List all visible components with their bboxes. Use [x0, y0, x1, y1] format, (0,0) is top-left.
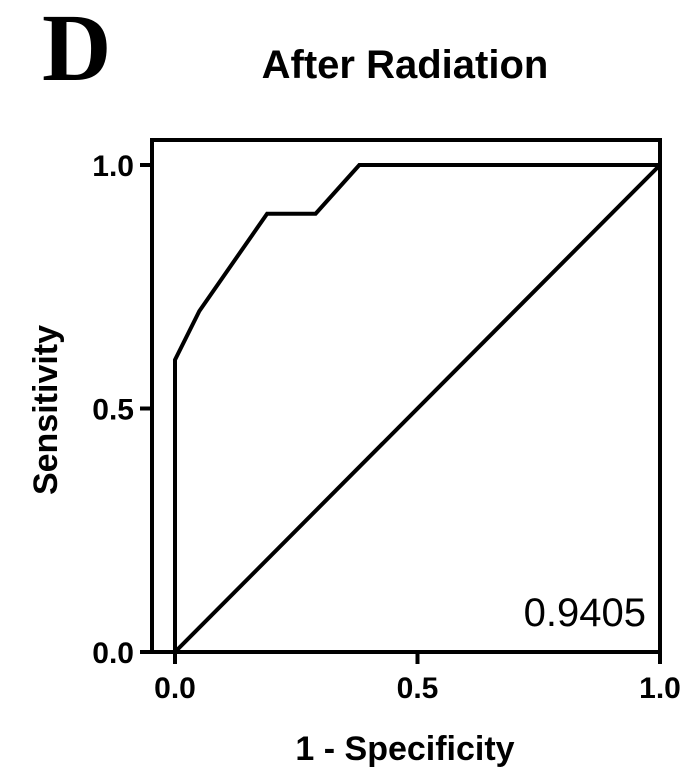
x-tick-label: 1.0	[639, 672, 681, 705]
axis-ticks: 0.0 0.5 1.0 0.0 0.5 1.0	[92, 150, 681, 705]
y-tick-label: 1.0	[92, 150, 134, 183]
y-tick-label: 0.0	[92, 637, 134, 670]
roc-curve	[173, 163, 660, 652]
auc-annotation: 0.9405	[524, 591, 646, 635]
panel-label: D	[42, 0, 111, 101]
plot-frame	[150, 138, 662, 654]
reference-diagonal	[173, 163, 662, 654]
x-axis-label: 1 - Specificity	[295, 730, 514, 768]
x-tick-label: 0.5	[397, 672, 439, 705]
series-layer	[173, 163, 662, 654]
chart-title: After Radiation	[262, 43, 549, 87]
plot-area: 0.0 0.5 1.0 0.0 0.5 1.0 0.9405	[92, 138, 681, 705]
y-tick-label: 0.5	[92, 394, 134, 427]
y-axis-label: Sensitivity	[27, 325, 65, 495]
x-tick-label: 0.0	[154, 672, 196, 705]
